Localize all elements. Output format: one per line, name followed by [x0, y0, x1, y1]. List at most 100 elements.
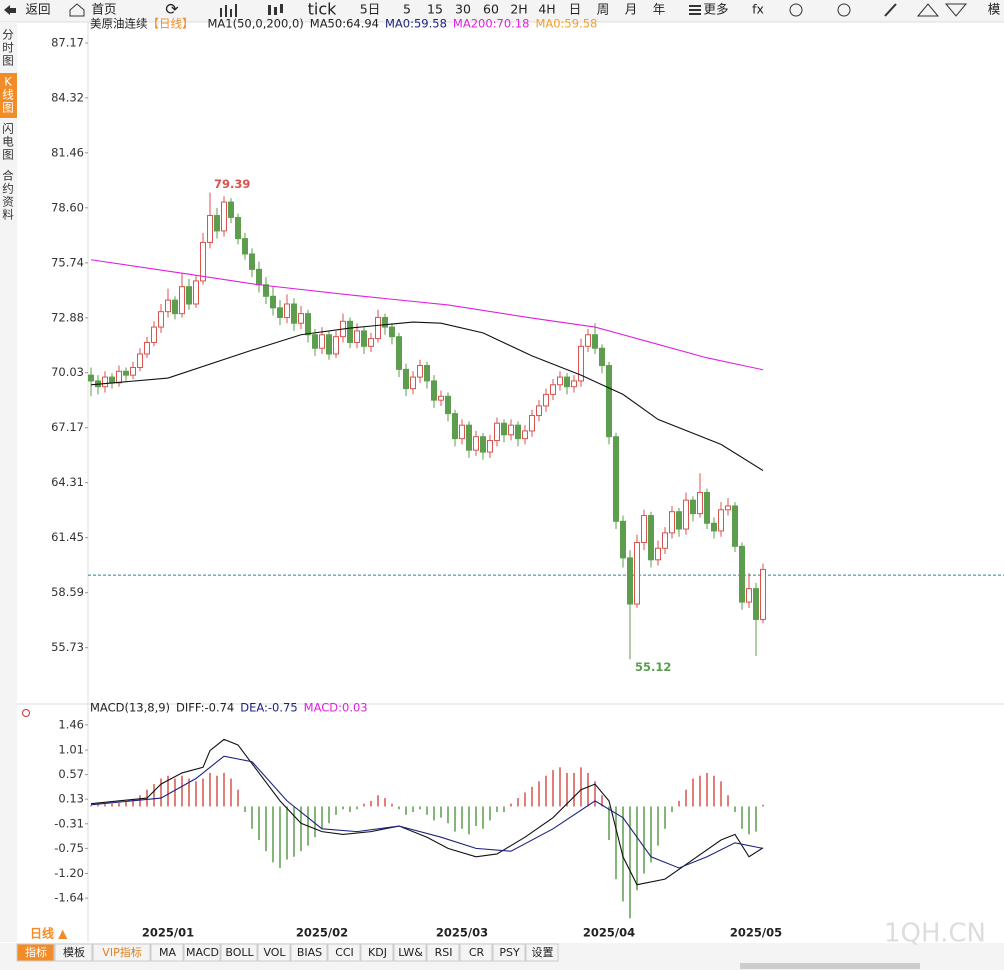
y-tick-label: 0.13 [58, 792, 84, 806]
macd-bar [125, 801, 127, 807]
tab-bg[interactable] [257, 943, 291, 962]
tab-bg[interactable] [459, 943, 493, 962]
toolbar-item[interactable]: 30 [455, 2, 471, 17]
zoom-in[interactable] [837, 3, 851, 17]
macd-bar [566, 772, 568, 807]
toolbar-item[interactable]: 周 [597, 2, 610, 17]
sidebar-item[interactable]: 线 [2, 88, 14, 102]
toolbar-item[interactable]: tick [308, 0, 338, 19]
settings-icon[interactable] [22, 709, 30, 717]
indicator-tab[interactable]: CCI [335, 946, 354, 959]
sidebar-item[interactable]: 图 [2, 54, 14, 68]
sidebar-bg [0, 22, 17, 942]
refresh-icon[interactable]: ⟳ [165, 0, 179, 19]
macd-bar [643, 806, 645, 874]
macd-bar [223, 772, 225, 807]
toolbar-item[interactable]: 5 [403, 2, 411, 17]
tab-bg[interactable] [426, 943, 460, 962]
macd-bar [174, 778, 176, 807]
indicator-line [90, 259, 764, 371]
legend-item: MACD(13,8,9) [90, 701, 170, 715]
toolbar-item[interactable]: 更多 [703, 2, 728, 17]
indicator-tab[interactable]: 设置 [532, 946, 554, 959]
sidebar-item[interactable]: 电 [2, 135, 14, 149]
toolbar-item[interactable]: 15 [427, 2, 443, 17]
indicator-tab[interactable]: PSY [499, 946, 520, 959]
toolbar-item[interactable]: 模 [988, 2, 1001, 17]
tab-bg[interactable] [290, 943, 328, 962]
period-selector[interactable]: 日线 ▲ [30, 926, 68, 941]
indicator-tab[interactable]: MA [159, 946, 176, 959]
toolbar-item[interactable]: 4H [538, 2, 555, 17]
sidebar-item[interactable]: 约 [2, 182, 14, 196]
y-tick-label: 1.46 [58, 717, 84, 731]
macd-bar [678, 800, 680, 807]
zoom-out[interactable] [789, 3, 803, 17]
macd-bar [629, 806, 631, 919]
tab-bg[interactable] [327, 943, 361, 962]
indicator-tab[interactable]: 指标 [25, 945, 47, 959]
tab-bg[interactable] [525, 943, 559, 962]
scrollbar[interactable] [740, 963, 920, 969]
tab-bg[interactable] [54, 943, 93, 962]
macd-bar [153, 784, 155, 807]
sidebar-item[interactable]: 分 [2, 28, 14, 42]
tab-bg[interactable] [360, 943, 394, 962]
indicator-tab[interactable]: BOLL [225, 946, 254, 959]
candle-body [88, 374, 94, 382]
candle-icon[interactable] [268, 4, 283, 15]
bar-icon[interactable] [220, 4, 237, 17]
sidebar-item[interactable]: 图 [2, 148, 14, 162]
home-icon[interactable] [69, 3, 85, 17]
macd-bar [468, 806, 470, 835]
tab-bg[interactable] [183, 943, 221, 962]
y-tick-label: 70.03 [51, 365, 84, 379]
down-icon[interactable] [944, 3, 968, 17]
up-icon[interactable] [916, 3, 940, 17]
sidebar-item[interactable]: 时 [2, 41, 14, 55]
tab-bg[interactable] [16, 943, 55, 962]
toolbar-item[interactable]: fx [752, 2, 764, 17]
toolbar-item[interactable]: 60 [483, 2, 499, 17]
toolbar-item[interactable]: 月 [625, 2, 638, 17]
macd-bar [755, 806, 757, 832]
sidebar-item[interactable]: 闪 [2, 122, 14, 136]
indicator-tab[interactable]: LW& [398, 946, 423, 959]
legend-item: DIFF:-0.74 [176, 701, 234, 715]
sidebar-item[interactable]: 合 [2, 169, 14, 183]
instrument-title: 美原油连续 [90, 17, 148, 31]
toolbar-item[interactable]: 5日 [360, 2, 380, 17]
indicator-tab[interactable]: MACD [186, 946, 219, 959]
macd-bar [538, 781, 540, 807]
macd-bar [419, 806, 421, 810]
toolbar-item[interactable]: 首页 [91, 2, 116, 17]
tab-bg[interactable] [492, 943, 526, 962]
indicator-tab[interactable]: BIAS [297, 946, 322, 959]
sidebar-item[interactable]: 图 [2, 101, 14, 115]
tab-bg[interactable] [220, 943, 258, 962]
toolbar-item[interactable]: 2H [510, 2, 527, 17]
indicator-tab[interactable]: RSI [435, 946, 453, 959]
toolbar-item[interactable]: 返回 [25, 2, 50, 17]
macd-bar [685, 789, 687, 807]
candle-body [200, 241, 206, 282]
candle-body [578, 345, 584, 382]
indicator-tab[interactable]: VOL [263, 946, 286, 959]
indicator-tab[interactable]: 模板 [63, 945, 85, 959]
indicator-tab[interactable]: CR [469, 946, 485, 959]
tab-bg[interactable] [150, 943, 184, 962]
tab-bg[interactable] [92, 943, 151, 962]
macd-bar [181, 775, 183, 807]
indicator-tab[interactable]: VIP指标 [102, 945, 141, 959]
menu-icon[interactable] [689, 5, 701, 15]
sidebar-item[interactable]: 料 [2, 208, 14, 222]
toolbar-item[interactable]: 年 [653, 2, 666, 17]
sidebar-item[interactable]: 资 [2, 195, 14, 209]
sidebar-item[interactable]: K [4, 75, 12, 89]
indicator-tab[interactable]: KDJ [368, 946, 387, 959]
toolbar-item[interactable]: 日 [569, 2, 582, 17]
tab-bg[interactable] [393, 943, 427, 962]
pencil-icon[interactable] [884, 3, 897, 17]
macd-bar [209, 772, 211, 807]
back-icon[interactable] [4, 5, 16, 15]
